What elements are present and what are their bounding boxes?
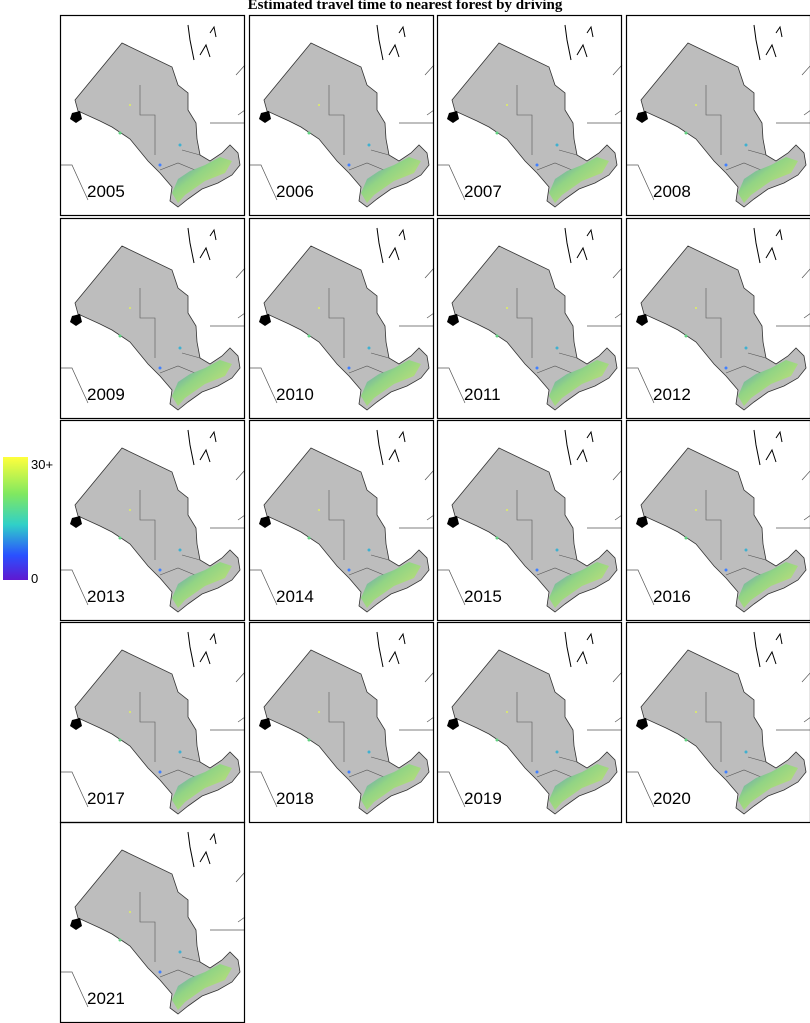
- panel-frame: [248, 14, 435, 217]
- map-panel: 2014: [248, 419, 435, 622]
- map: [625, 429, 810, 613]
- map-panel: 2008: [625, 14, 810, 217]
- year-label: 2011: [464, 385, 501, 404]
- map-panel: 2021: [59, 821, 246, 1023]
- map: [59, 831, 246, 1015]
- year-label: 2017: [87, 789, 125, 808]
- panel-frame: [59, 14, 246, 217]
- year-label: 2007: [464, 182, 502, 201]
- map: [436, 631, 623, 815]
- panel-frame: [248, 217, 435, 420]
- year-label: 2014: [276, 587, 314, 606]
- colorbar-max-label: 30+: [31, 457, 53, 472]
- map-panel: 2005: [59, 14, 246, 217]
- year-label: 2005: [87, 182, 125, 201]
- panel-frame: [59, 217, 246, 420]
- year-label: 2012: [653, 385, 691, 404]
- map: [436, 429, 623, 613]
- map: [436, 227, 623, 411]
- colorbar: [3, 457, 28, 580]
- map: [59, 227, 246, 411]
- year-label: 2021: [87, 989, 125, 1008]
- year-label: 2019: [464, 789, 502, 808]
- map: [59, 24, 246, 208]
- year-label: 2013: [87, 587, 125, 606]
- panel-frame: [59, 419, 246, 622]
- year-label: 2006: [276, 182, 314, 201]
- map: [59, 429, 246, 613]
- map-panel: 2011: [436, 217, 623, 420]
- map: [625, 24, 810, 208]
- map: [625, 631, 810, 815]
- map-panel: 2009: [59, 217, 246, 420]
- panel-frame: [625, 419, 810, 622]
- map: [248, 429, 435, 613]
- map-panel: 2012: [625, 217, 810, 420]
- map-panel: 2007: [436, 14, 623, 217]
- map: [436, 24, 623, 208]
- map-panel: 2013: [59, 419, 246, 622]
- map-panel: 2016: [625, 419, 810, 622]
- map: [59, 631, 246, 815]
- map: [248, 631, 435, 815]
- year-label: 2018: [276, 789, 314, 808]
- panel-frame: [625, 217, 810, 420]
- panel-frame: [625, 14, 810, 217]
- panel-frame: [436, 621, 623, 824]
- map-panel: 2015: [436, 419, 623, 622]
- map: [625, 227, 810, 411]
- map-panel: 2010: [248, 217, 435, 420]
- map: [248, 24, 435, 208]
- colorbar-min-label: 0: [31, 571, 38, 586]
- panel-frame: [436, 14, 623, 217]
- year-label: 2020: [653, 789, 691, 808]
- panel-frame: [436, 419, 623, 622]
- map-panel: 2017: [59, 621, 246, 824]
- map-panel: 2006: [248, 14, 435, 217]
- map: [248, 227, 435, 411]
- panel-frame: [625, 621, 810, 824]
- year-label: 2016: [653, 587, 691, 606]
- panel-frame: [248, 621, 435, 824]
- panel-frame: [248, 419, 435, 622]
- year-label: 2010: [276, 385, 314, 404]
- map-panel: 2020: [625, 621, 810, 824]
- year-label: 2015: [464, 587, 502, 606]
- year-label: 2008: [653, 182, 691, 201]
- map-title: Estimated travel time to nearest forest …: [248, 0, 563, 13]
- map-panel: 2018: [248, 621, 435, 824]
- panel-frame: [436, 217, 623, 420]
- year-label: 2009: [87, 385, 125, 404]
- map-panel: 2019: [436, 621, 623, 824]
